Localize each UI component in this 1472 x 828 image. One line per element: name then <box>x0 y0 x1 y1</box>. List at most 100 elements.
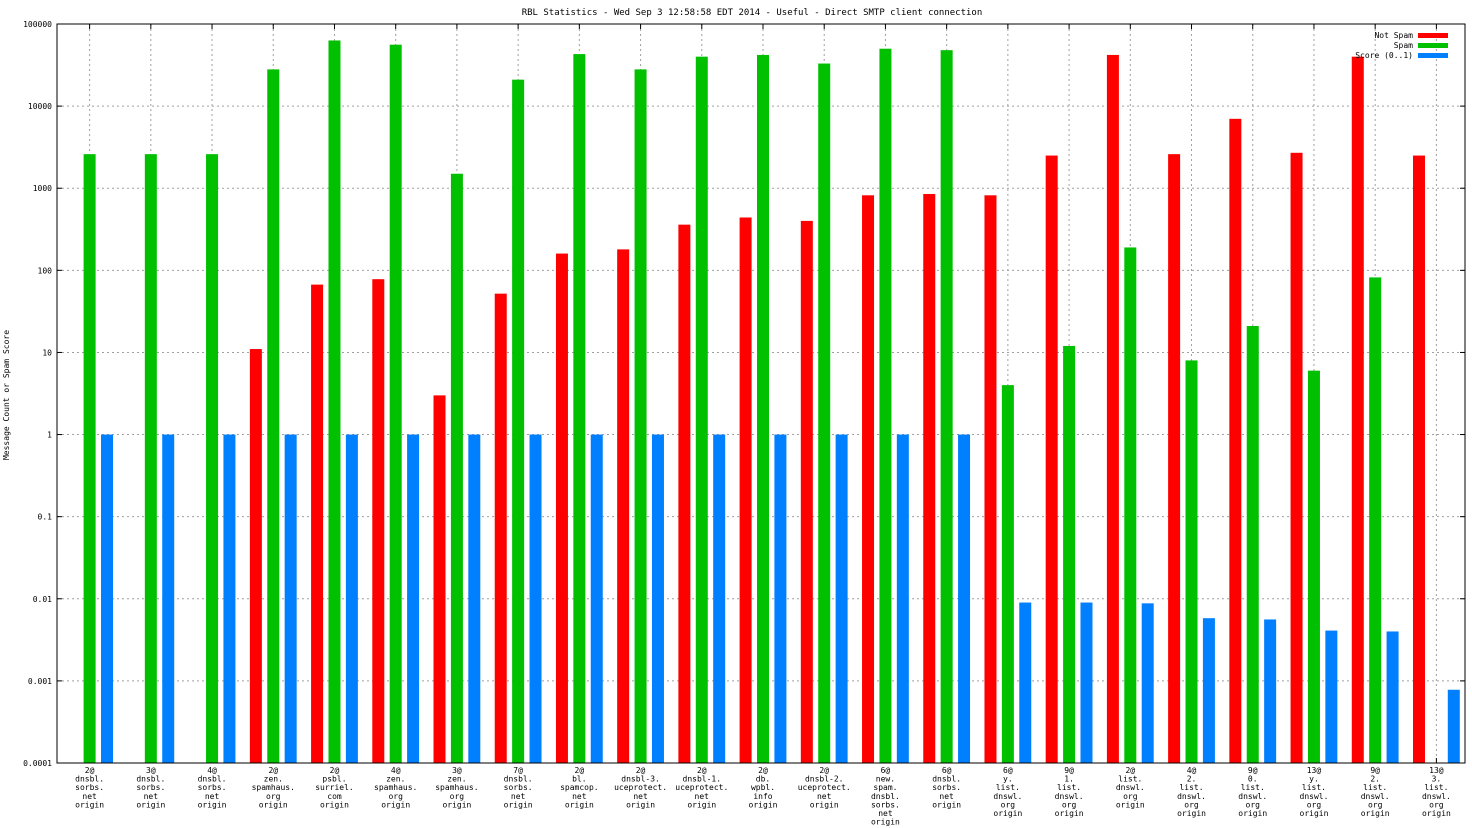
x-category-label-line: origin <box>1361 809 1390 818</box>
plot-frame <box>56 23 1466 764</box>
bar <box>512 79 525 764</box>
bar <box>739 217 752 763</box>
x-category-label-line: list. <box>1179 783 1203 792</box>
x-category-label-line: sorbs. <box>136 783 165 792</box>
bar <box>984 195 997 763</box>
bar <box>529 434 542 763</box>
x-category-label-line: origin <box>75 800 104 809</box>
x-category-label-line: net <box>82 792 97 801</box>
x-category-label-line: spamhaus. <box>252 783 295 792</box>
x-category-label-line: 9@ <box>1370 766 1380 775</box>
x-category-label-line: 2@ <box>1125 766 1135 775</box>
y-tick-label: 100 <box>38 266 53 275</box>
x-category-label-line: zen. <box>447 775 466 784</box>
bar <box>713 434 726 763</box>
x-category-label-line: origin <box>1116 800 1145 809</box>
bar <box>896 434 909 763</box>
x-category-label-line: dnsbl. <box>198 775 227 784</box>
bar <box>634 69 647 763</box>
x-category-label-line: 9@ <box>1064 766 1074 775</box>
x-category-label-line: 2@ <box>85 766 95 775</box>
x-category-label-line: bl. <box>572 775 586 784</box>
x-category-label-line: y. <box>1309 775 1319 784</box>
x-category-label-line: db. <box>756 775 770 784</box>
bar <box>284 434 297 763</box>
x-category-label: 2@ dnsbl-3. uceprotect. net origin <box>614 766 667 809</box>
x-category-label-line: origin <box>687 800 716 809</box>
bar <box>800 220 813 763</box>
bar <box>1185 360 1198 763</box>
x-category-label-line: org <box>1429 800 1444 809</box>
bar <box>1412 155 1425 763</box>
x-category-label: 2@ db. wpbl. info origin <box>749 766 778 809</box>
bar <box>494 293 507 763</box>
x-category-label-line: 0. <box>1248 775 1258 784</box>
bar <box>1019 602 1032 763</box>
x-category-label-line: net <box>939 792 954 801</box>
x-category-label-line: net <box>633 792 648 801</box>
x-category-label-line: org <box>1307 800 1322 809</box>
x-category-label: 9@ 2. list. dnswl. org origin <box>1361 766 1390 818</box>
bar <box>835 434 848 763</box>
y-tick-label: 0.1 <box>38 513 53 522</box>
bar <box>267 69 280 763</box>
bar <box>879 48 892 764</box>
legend-label: Not Spam <box>1374 31 1413 40</box>
x-category-label-line: com <box>327 792 342 801</box>
y-tick-label: 0.0001 <box>23 759 52 768</box>
x-category-label: 9@ 1. list. dnswl. org origin <box>1055 766 1084 818</box>
x-category-label-line: spam. <box>873 783 897 792</box>
x-category-label-line: origin <box>1300 809 1329 818</box>
x-category-label: 4@ dnsbl. sorbs. net origin <box>198 766 227 809</box>
x-category-label-line: origin <box>198 800 227 809</box>
x-category-label: 3@ zen. spamhaus. org origin <box>435 766 478 809</box>
legend-label: Score (0..1) <box>1355 51 1413 60</box>
x-category-label-line: org <box>1368 800 1383 809</box>
y-axis-ticks: 100000 10000 1000 100 10 1 0.1 0.01 0.001 0.0001 <box>23 20 1465 768</box>
x-category-label-line: dnsbl. <box>932 775 961 784</box>
x-category-label-line: origin <box>136 800 165 809</box>
x-category-label-line: org <box>266 792 281 801</box>
bar <box>940 50 953 763</box>
x-category-label-line: origin <box>442 800 471 809</box>
bar <box>1001 385 1014 763</box>
x-category-label-line: sorbs. <box>504 783 533 792</box>
x-category-label-line: list. <box>1302 783 1326 792</box>
x-category-label: 2@ zen. spamhaus. org origin <box>252 766 295 809</box>
x-category-label-line: dnswl. <box>1238 792 1267 801</box>
x-category-label: 6@ dnsbl. sorbs. net origin <box>932 766 961 809</box>
x-category-label: 3@ dnsbl. sorbs. net origin <box>136 766 165 809</box>
bar <box>311 284 324 763</box>
bar <box>1290 152 1303 763</box>
y-tick-label: 0.01 <box>33 595 52 604</box>
x-category-label-line: dnsbl-1. <box>683 775 722 784</box>
x-category-label-line: 6@ <box>942 766 952 775</box>
bar <box>1325 630 1338 763</box>
bar <box>818 63 831 764</box>
x-category-label-line: uceprotect. <box>614 783 667 792</box>
bar <box>1168 154 1181 763</box>
bar <box>328 40 341 763</box>
bar <box>206 154 219 763</box>
x-category-label-line: dnswl. <box>1055 792 1084 801</box>
x-category-label-line: 3@ <box>452 766 462 775</box>
x-category-label-line: net <box>511 792 526 801</box>
bar <box>389 44 402 763</box>
x-category-label-line: 6@ <box>1003 766 1013 775</box>
x-category-label: 6@ y. list. dnswl. org origin <box>993 766 1022 818</box>
bar <box>1447 689 1460 763</box>
x-category-label-line: org <box>1001 800 1016 809</box>
y-axis-label: Message Count or Spam Score <box>2 330 11 460</box>
bar <box>468 434 481 763</box>
x-category-label-line: dnsbl. <box>504 775 533 784</box>
x-category-label-line: origin <box>749 800 778 809</box>
x-category-label-line: org <box>450 792 465 801</box>
bar <box>372 279 385 763</box>
x-category-label-line: y. <box>1003 775 1013 784</box>
bar <box>1351 56 1364 764</box>
x-category-label-line: list. <box>1424 783 1448 792</box>
x-category-label: 4@ 2. list. dnswl. org origin <box>1177 766 1206 818</box>
